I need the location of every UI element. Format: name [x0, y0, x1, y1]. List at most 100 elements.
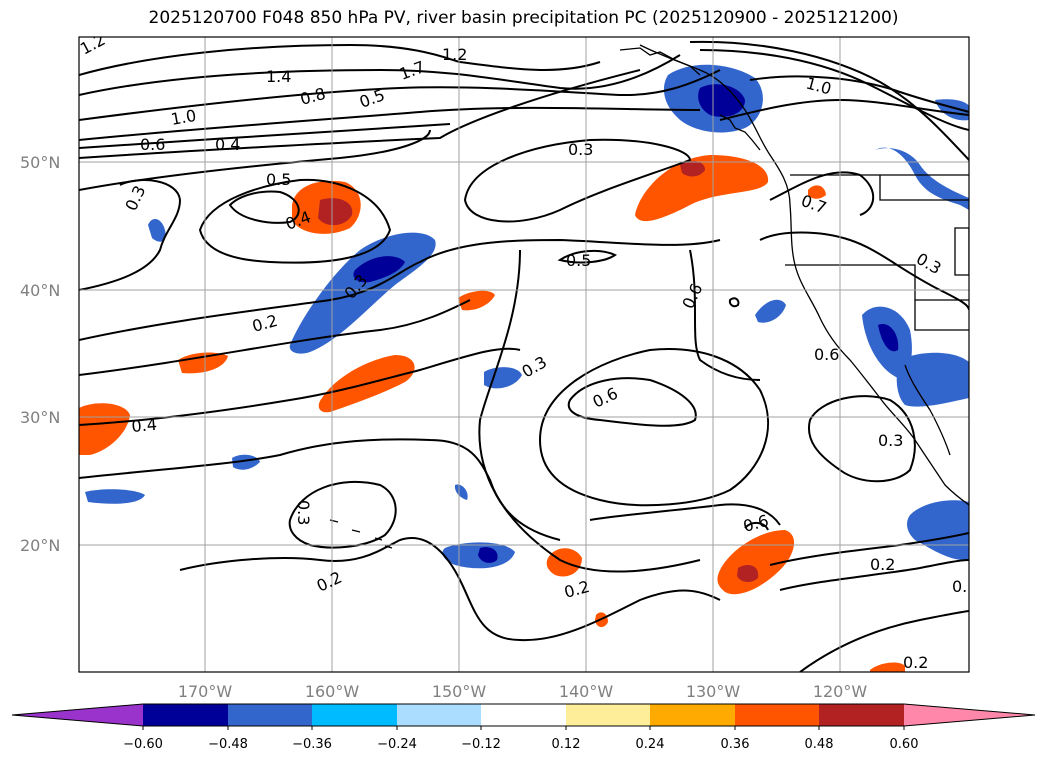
colorbar-tick-label: 0.24 [636, 737, 665, 752]
positive-anomaly-core [737, 565, 759, 583]
colorbar-tick-label: −0.60 [123, 737, 163, 752]
pv-contour [79, 106, 701, 141]
pv-contour [79, 123, 451, 149]
negative-anomaly-region [755, 299, 786, 323]
lat-label: 50°N [20, 153, 60, 172]
pv-contour [463, 138, 692, 223]
negative-anomaly-region [875, 147, 969, 210]
negative-anomaly-region [896, 352, 969, 407]
coastlines [329, 44, 969, 549]
contour-label: 0.6 [140, 135, 165, 154]
negative-anomaly-region [484, 367, 522, 389]
lat-label: 40°N [20, 281, 60, 300]
pv-contour [769, 171, 875, 216]
pv-contour [557, 249, 617, 264]
contour-label: 0.6 [814, 345, 839, 364]
colorbar-tick-label: 0.36 [721, 737, 750, 752]
longitude-labels: 170°W 160°W 150°W 140°W 130°W 120°W [178, 682, 868, 701]
negative-anomaly-core [878, 324, 899, 352]
map-background [79, 37, 969, 672]
colorbar-segment [228, 704, 312, 726]
contour-label: 0.2 [903, 653, 928, 672]
pv-contour [689, 249, 761, 381]
contour-label: 0.5 [266, 170, 291, 189]
lon-label: 130°W [686, 682, 741, 701]
contour-labels: 1.2 1.4 1.2 1.7 0.8 0.5 1.0 0.6 0.4 0.3 … [79, 37, 967, 672]
colorbar-tick-label: −0.24 [377, 737, 417, 752]
state-border [914, 300, 969, 331]
lon-label: 140°W [559, 682, 614, 701]
pv-contour [79, 347, 521, 426]
colorbar-tick-label: 0.48 [805, 737, 834, 752]
pv-contour [198, 178, 392, 264]
pv-contour [779, 559, 969, 591]
pv-contour [228, 190, 300, 224]
pv-contour [538, 348, 769, 507]
hawaii-islands [329, 519, 393, 549]
map-frame [78, 36, 970, 673]
colorbar-extend-high [904, 704, 1035, 726]
contour-label: 0.3 [568, 140, 593, 159]
coastline-baja [904, 364, 951, 456]
colorbar-segment [650, 704, 735, 726]
pv-contour [744, 522, 769, 531]
colorbar-segment [312, 704, 397, 726]
lon-label: 170°W [178, 682, 233, 701]
negative-anomaly-core [698, 84, 745, 117]
coastline-north-america [639, 44, 969, 506]
lat-label: 30°N [20, 408, 60, 427]
pv-contour [807, 395, 916, 483]
pv-contours [79, 40, 969, 672]
positive-anomaly-region [79, 403, 130, 455]
positive-anomaly-region [870, 662, 905, 672]
coastline-bc-islands [719, 114, 761, 151]
negative-anomaly-core [478, 547, 498, 563]
map-plot-area: 1.2 1.4 1.2 1.7 0.8 0.5 1.0 0.6 0.4 0.3 … [79, 37, 969, 672]
colorbar-segment [566, 704, 650, 726]
pv-contour [567, 377, 697, 427]
colorbar-segment [735, 704, 819, 726]
negative-anomaly-region [454, 484, 468, 500]
negative-anomaly-region [148, 218, 166, 242]
contour-label: 0.2 [870, 555, 895, 574]
state-border [879, 175, 969, 201]
negative-anomaly-core [353, 256, 405, 283]
precip-anomaly-fill [79, 64, 969, 672]
colorbar-extend-low [12, 704, 143, 726]
contour-label: 0.3 [878, 431, 903, 450]
colorbar-segment [481, 704, 566, 726]
state-border [785, 264, 969, 301]
pv-contour [79, 238, 721, 341]
map-title: 2025120700 F048 850 hPa PV, river basin … [148, 8, 899, 28]
pv-contour [728, 297, 740, 308]
positive-anomaly-region [635, 155, 769, 222]
state-border [954, 227, 969, 276]
colorbar: −0.60 −0.48 −0.36 −0.24 −0.12 0.12 0.24 … [11, 703, 1036, 752]
coastline-alaska-islands [619, 47, 701, 76]
negative-anomaly-region [85, 489, 145, 504]
pv-contour [79, 54, 681, 96]
positive-anomaly-core [680, 160, 705, 177]
colorbar-tick-label: −0.36 [292, 737, 332, 752]
positive-anomaly-region [808, 185, 826, 199]
pv-contour [79, 69, 641, 159]
colorbar-segment [397, 704, 481, 726]
latitude-labels: 50°N 40°N 30°N 20°N [20, 153, 60, 555]
pv-contour [769, 532, 969, 566]
pv-contour [689, 40, 969, 161]
lat-label: 20°N [20, 536, 60, 555]
pv-contour [799, 610, 969, 672]
colorbar-segment [143, 704, 228, 726]
pv-contour [589, 503, 781, 526]
colorbar-tick-label: 0.12 [552, 737, 581, 752]
pv-contour [179, 537, 721, 642]
lon-label: 160°W [305, 682, 360, 701]
contour-label: 0.4 [131, 415, 158, 436]
lon-label: 150°W [432, 682, 487, 701]
pv-contour [699, 49, 969, 131]
contour-label: 1.4 [266, 67, 291, 86]
contour-label: 1.2 [442, 45, 467, 64]
pv-contour [478, 249, 701, 573]
pv-contour [79, 299, 471, 376]
